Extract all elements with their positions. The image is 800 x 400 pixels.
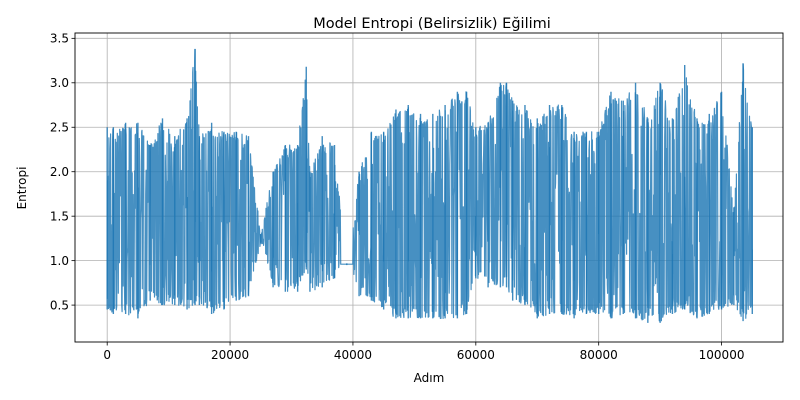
x-tick-label: 0: [103, 348, 111, 362]
x-tick-label: 80000: [580, 348, 618, 362]
plot-frame: [74, 32, 784, 343]
y-tick-label: 3.0: [50, 76, 69, 90]
y-tick-label: 3.5: [50, 32, 69, 46]
x-tick-label: 20000: [211, 348, 249, 362]
x-tick-label: 100000: [699, 348, 745, 362]
y-tick-label: 2.0: [50, 165, 69, 179]
y-axis-label: Entropi: [15, 167, 29, 210]
entropy-series-line: [106, 48, 753, 322]
ticks: 0 20000 40000 60000 80000 100000 0.5 1.0 1.5 2.0 2…: [50, 32, 745, 362]
y-tick-label: 1.0: [50, 254, 69, 268]
y-tick-label: 2.5: [50, 121, 69, 135]
y-tick-label: 0.5: [50, 298, 69, 312]
chart-title: Model Entropi (Belirsizlik) Eğilimi: [313, 16, 551, 32]
series-layer: [106, 48, 753, 323]
x-axis-label: Adım: [414, 371, 445, 385]
x-tick-label: 40000: [334, 348, 372, 362]
y-tick-label: 1.5: [50, 209, 69, 223]
x-tick-label: 60000: [457, 348, 495, 362]
